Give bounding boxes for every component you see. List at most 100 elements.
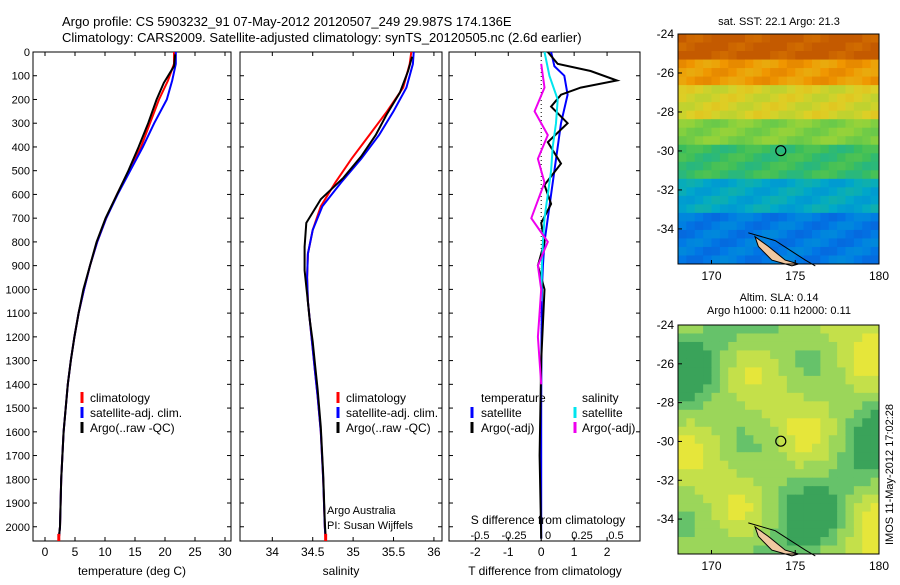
map-cell xyxy=(870,136,880,146)
map-cell xyxy=(837,127,847,137)
map-cell xyxy=(761,452,771,462)
y-tick-label: 2000 xyxy=(6,522,30,534)
map-cell xyxy=(803,59,813,69)
map-cell xyxy=(870,537,880,547)
map-cell xyxy=(803,93,813,103)
map-cell xyxy=(870,409,880,419)
y-tick-label: 1400 xyxy=(6,379,30,391)
map-cell xyxy=(820,528,830,538)
map-cell xyxy=(778,42,788,52)
map-cell xyxy=(845,42,855,52)
salinity-xlabel: salinity xyxy=(323,564,360,578)
map-cell xyxy=(803,153,813,163)
map-cell xyxy=(828,246,838,256)
map-cell xyxy=(736,59,746,69)
map-cell xyxy=(845,460,855,470)
y-tick-label: 800 xyxy=(12,237,30,249)
map-cell xyxy=(853,136,863,146)
map-cell xyxy=(803,221,813,231)
map-cell xyxy=(753,136,763,146)
map-cell xyxy=(870,384,880,394)
map-cell xyxy=(820,51,830,61)
map-cell xyxy=(820,59,830,69)
map-cell xyxy=(686,42,696,52)
map-cell xyxy=(870,392,880,402)
map-cell xyxy=(778,212,788,222)
map-cell xyxy=(711,392,721,402)
map-cell xyxy=(845,545,855,555)
map-cell xyxy=(761,68,771,78)
map-cell xyxy=(828,486,838,496)
map-cell xyxy=(745,460,754,470)
map-cell xyxy=(719,452,729,462)
map-cell xyxy=(786,195,796,205)
map-cell xyxy=(862,144,872,154)
map-cell xyxy=(761,238,771,248)
map-cell xyxy=(694,34,704,44)
map-cell xyxy=(728,341,738,351)
series-line xyxy=(57,52,177,539)
map-cell xyxy=(728,93,738,103)
map-cell xyxy=(862,528,872,538)
map-cell xyxy=(686,68,696,78)
map-cell xyxy=(678,119,687,129)
map-cell xyxy=(686,358,696,368)
map-cell xyxy=(845,520,855,530)
map-cell xyxy=(745,435,754,445)
map-cell xyxy=(745,375,754,385)
map-cell xyxy=(870,460,880,470)
map-y-tick-label: -32 xyxy=(657,183,675,197)
map-cell xyxy=(828,435,838,445)
map-cell xyxy=(795,212,805,222)
map-cell xyxy=(795,367,805,377)
map-y-tick-label: -26 xyxy=(657,357,675,371)
map-cell xyxy=(753,452,763,462)
map-cell xyxy=(845,119,855,129)
map-cell xyxy=(786,153,796,163)
map-cell xyxy=(778,204,788,214)
map-cell xyxy=(786,503,796,513)
map-cell xyxy=(862,229,872,239)
map-cell xyxy=(719,246,729,256)
map-cell xyxy=(837,545,847,555)
map-cell xyxy=(761,229,771,239)
map-cell xyxy=(795,486,805,496)
map-cell xyxy=(862,443,872,453)
map-cell xyxy=(753,409,763,419)
map-cell xyxy=(812,51,821,61)
map-cell xyxy=(828,477,838,487)
map-cell xyxy=(778,477,788,487)
map-cell xyxy=(703,460,713,470)
map-cell xyxy=(837,170,847,180)
map-cell xyxy=(778,435,788,445)
map-cell xyxy=(837,375,847,385)
map-cell xyxy=(845,51,855,61)
map-cell xyxy=(736,161,746,171)
map-cell xyxy=(828,367,838,377)
map-cell xyxy=(786,102,796,112)
map-cell xyxy=(837,144,847,154)
map-cell xyxy=(753,246,763,256)
map-cell xyxy=(853,511,863,521)
map-cell xyxy=(862,350,872,360)
map-cell xyxy=(703,401,713,411)
x-tick-label: 1 xyxy=(571,545,578,559)
map-cell xyxy=(703,34,713,44)
map-cell xyxy=(728,443,738,453)
sla-image xyxy=(678,325,880,557)
map-cell xyxy=(736,136,746,146)
map-cell xyxy=(795,102,805,112)
map-cell xyxy=(703,350,713,360)
map-cell xyxy=(770,144,780,154)
map-cell xyxy=(845,127,855,137)
map-cell xyxy=(837,221,847,231)
map-cell xyxy=(694,486,704,496)
map-cell xyxy=(828,358,838,368)
map-cell xyxy=(828,102,838,112)
salinity-plot xyxy=(303,51,415,541)
map-cell xyxy=(761,375,771,385)
map-cell xyxy=(736,511,746,521)
map-cell xyxy=(820,68,830,78)
map-cell xyxy=(795,34,805,44)
map-cell xyxy=(703,341,713,351)
